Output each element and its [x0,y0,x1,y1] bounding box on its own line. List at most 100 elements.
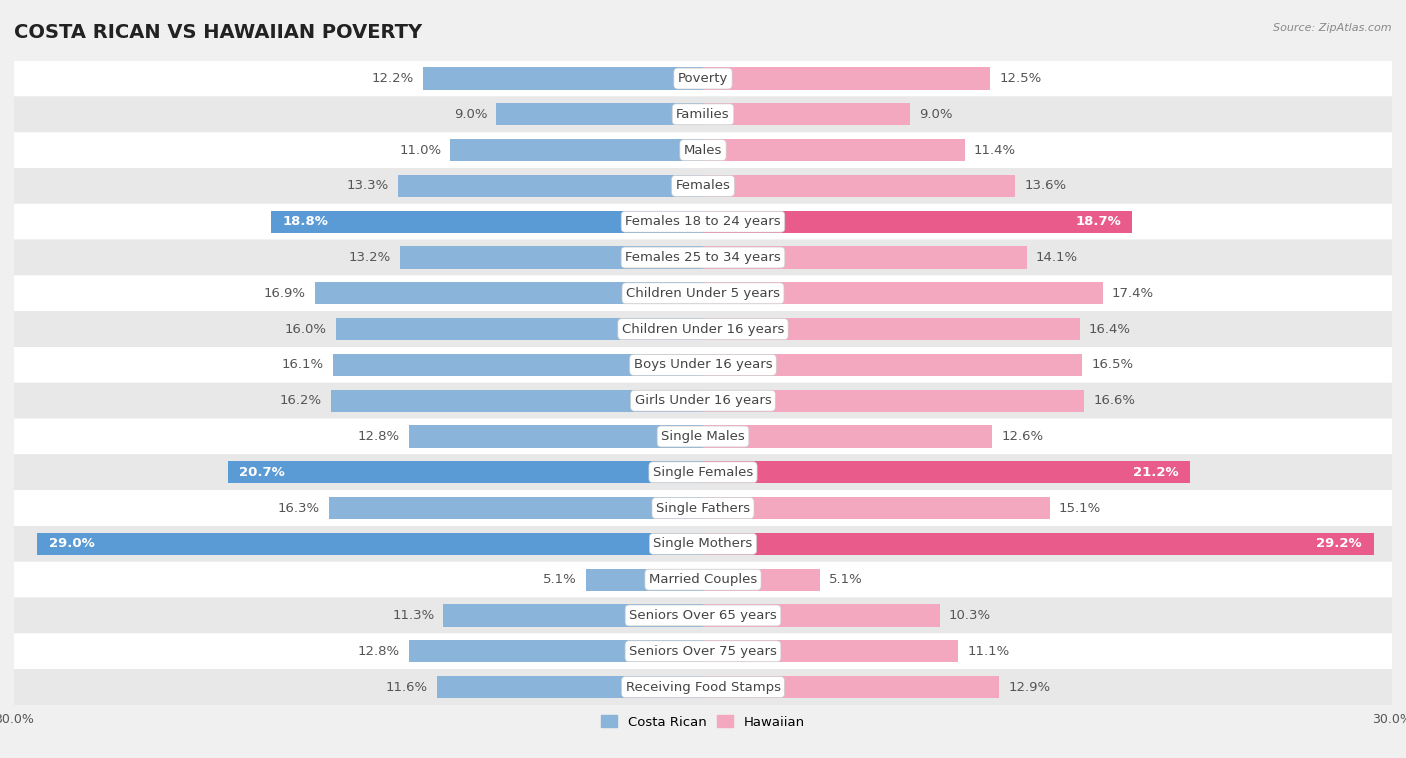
Bar [703,246,1026,268]
Text: 13.6%: 13.6% [1025,180,1067,193]
Text: 11.3%: 11.3% [392,609,434,622]
Text: 5.1%: 5.1% [543,573,576,586]
Bar [450,139,703,161]
Bar [409,425,703,447]
Bar [703,354,1083,376]
Bar [703,497,1050,519]
FancyBboxPatch shape [14,490,1392,526]
FancyBboxPatch shape [14,240,1392,275]
FancyBboxPatch shape [14,61,1392,96]
Text: Single Males: Single Males [661,430,745,443]
Text: Females: Females [675,180,731,193]
FancyBboxPatch shape [14,454,1392,490]
Text: Girls Under 16 years: Girls Under 16 years [634,394,772,407]
Text: 16.5%: 16.5% [1091,359,1133,371]
Bar [228,461,703,484]
Text: 18.8%: 18.8% [283,215,329,228]
FancyBboxPatch shape [14,418,1392,454]
Bar [329,497,703,519]
FancyBboxPatch shape [14,383,1392,418]
Text: 11.6%: 11.6% [385,681,427,694]
Text: Females 18 to 24 years: Females 18 to 24 years [626,215,780,228]
Text: Boys Under 16 years: Boys Under 16 years [634,359,772,371]
Bar [330,390,703,412]
Text: COSTA RICAN VS HAWAIIAN POVERTY: COSTA RICAN VS HAWAIIAN POVERTY [14,23,422,42]
Text: 11.1%: 11.1% [967,645,1010,658]
Text: 12.8%: 12.8% [357,430,399,443]
FancyBboxPatch shape [14,132,1392,168]
FancyBboxPatch shape [14,204,1392,240]
Text: 16.3%: 16.3% [277,502,319,515]
Text: 13.3%: 13.3% [346,180,388,193]
Bar [703,67,990,89]
Bar [37,533,703,555]
Bar [703,641,957,662]
FancyBboxPatch shape [14,347,1392,383]
Text: 9.0%: 9.0% [920,108,952,121]
Bar [443,604,703,627]
Bar [496,103,703,125]
Bar [437,676,703,698]
Text: 21.2%: 21.2% [1133,465,1178,479]
Text: Seniors Over 75 years: Seniors Over 75 years [628,645,778,658]
Bar [703,533,1374,555]
Text: Poverty: Poverty [678,72,728,85]
Text: 14.1%: 14.1% [1036,251,1078,264]
Bar [703,103,910,125]
Text: 9.0%: 9.0% [454,108,486,121]
Text: 16.4%: 16.4% [1088,323,1130,336]
Text: 12.8%: 12.8% [357,645,399,658]
Text: Single Females: Single Females [652,465,754,479]
Bar [423,67,703,89]
Text: 11.4%: 11.4% [974,143,1017,157]
Text: 5.1%: 5.1% [830,573,863,586]
Text: 16.1%: 16.1% [283,359,323,371]
Text: 13.2%: 13.2% [349,251,391,264]
Bar [703,425,993,447]
Text: 16.9%: 16.9% [264,287,305,300]
Text: Single Fathers: Single Fathers [657,502,749,515]
Text: 20.7%: 20.7% [239,465,285,479]
Text: 16.0%: 16.0% [284,323,326,336]
Bar [703,676,1000,698]
Text: 29.0%: 29.0% [48,537,94,550]
Text: Families: Families [676,108,730,121]
Text: 29.2%: 29.2% [1316,537,1362,550]
Legend: Costa Rican, Hawaiian: Costa Rican, Hawaiian [596,709,810,734]
Text: Children Under 5 years: Children Under 5 years [626,287,780,300]
Bar [703,175,1015,197]
Text: Males: Males [683,143,723,157]
FancyBboxPatch shape [14,96,1392,132]
Text: 12.2%: 12.2% [371,72,413,85]
Bar [336,318,703,340]
Text: 18.7%: 18.7% [1076,215,1121,228]
Bar [409,641,703,662]
Text: Source: ZipAtlas.com: Source: ZipAtlas.com [1274,23,1392,33]
Text: 16.2%: 16.2% [280,394,322,407]
Text: 12.5%: 12.5% [1000,72,1042,85]
Text: 12.6%: 12.6% [1001,430,1043,443]
Text: 16.6%: 16.6% [1094,394,1136,407]
Bar [399,246,703,268]
FancyBboxPatch shape [14,634,1392,669]
Text: 10.3%: 10.3% [949,609,991,622]
Text: Single Mothers: Single Mothers [654,537,752,550]
Bar [315,282,703,305]
Bar [703,568,820,590]
Bar [703,211,1132,233]
Bar [586,568,703,590]
Bar [703,461,1189,484]
Bar [703,139,965,161]
FancyBboxPatch shape [14,597,1392,634]
Bar [703,604,939,627]
Text: Receiving Food Stamps: Receiving Food Stamps [626,681,780,694]
FancyBboxPatch shape [14,562,1392,597]
FancyBboxPatch shape [14,312,1392,347]
FancyBboxPatch shape [14,168,1392,204]
Text: 15.1%: 15.1% [1059,502,1101,515]
Text: 17.4%: 17.4% [1112,287,1154,300]
Bar [703,318,1080,340]
Bar [703,390,1084,412]
Bar [271,211,703,233]
Text: Seniors Over 65 years: Seniors Over 65 years [628,609,778,622]
